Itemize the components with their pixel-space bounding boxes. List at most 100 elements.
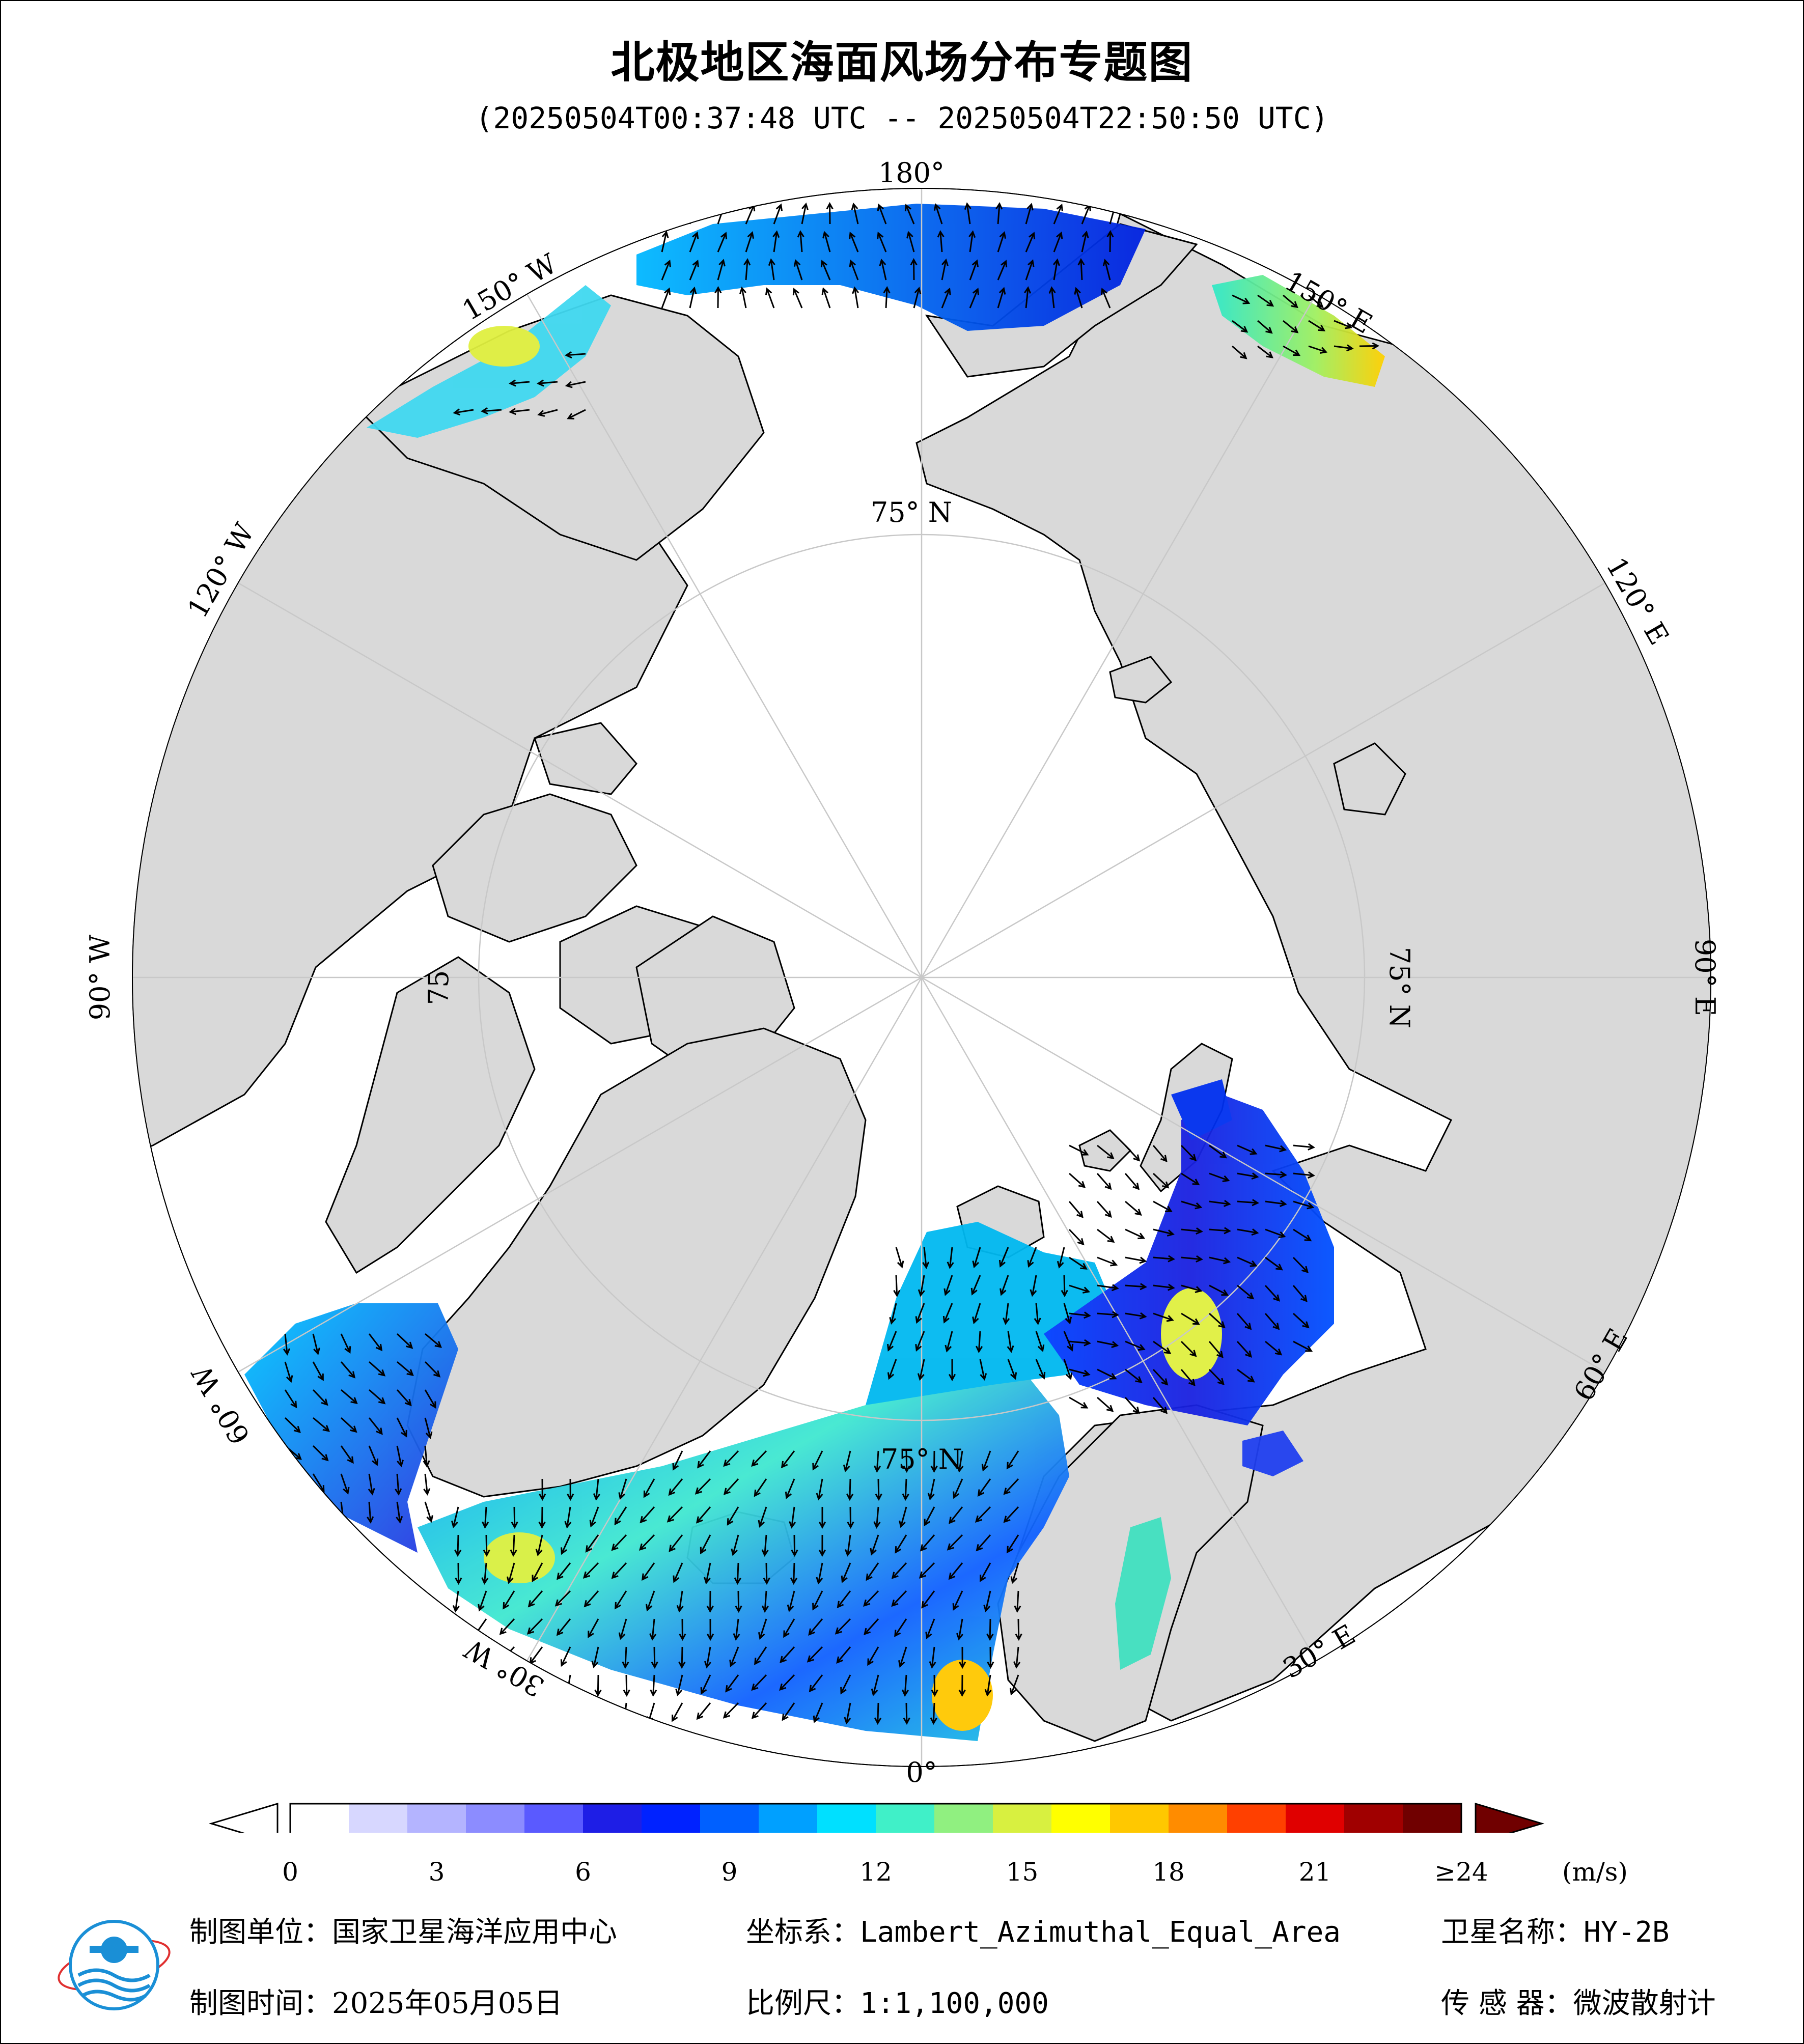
wind-arrow [567,1478,574,1501]
colorbar-segment [993,1804,1052,1833]
wind-arrow [733,1618,740,1641]
swath-high-wind-greenland-coast [484,1532,555,1583]
crs-label: 坐标系： [746,1916,860,1949]
wind-arrow [646,1590,655,1612]
wind-arrow [1097,1368,1117,1380]
wind-arrow [1152,1172,1170,1189]
wind-arrow [1153,1200,1173,1212]
wind-arrow [929,1646,936,1669]
wind-arrow [1237,1228,1259,1236]
wind-arrow [1152,1145,1168,1162]
wind-arrow [649,1618,657,1641]
map-boundary [132,188,1711,1767]
colorbar-tick-label: 18 [1152,1857,1185,1887]
wind-arrow [866,1562,879,1581]
wind-arrow [1015,1618,1022,1641]
wind-arrow [1053,204,1063,225]
wind-arrow [396,1501,403,1524]
wind-arrow [723,1450,739,1467]
graticule [132,188,1711,1767]
wind-arrow [675,1674,683,1696]
wind-arrow [1106,230,1114,253]
wind-arrow [284,1361,293,1383]
colorbar-segment [290,1804,349,1833]
wind-arrow [695,1478,711,1495]
wind-arrow [1125,1368,1143,1383]
wind-arrow [312,1389,328,1406]
colorbar-segment [407,1804,466,1833]
wind-arrow [1237,1144,1258,1155]
wind-arrow [1265,1144,1287,1153]
wind-arrow [846,1478,854,1501]
wind-arrow [1283,345,1301,356]
meridian-line [921,294,1317,978]
wind-arrow [1181,1284,1203,1293]
wind-arrow [688,202,696,225]
wind-arrow [1125,1340,1146,1351]
wind-arrow [816,1562,823,1585]
wind-arrow [751,1674,767,1691]
colorbar-tick-label: 12 [859,1857,892,1887]
wind-arrow [451,1506,459,1528]
wind-arrow [1125,1228,1146,1240]
wind-arrow [904,204,915,225]
wind-arrow [1209,1144,1227,1159]
wind-arrow [341,1389,358,1405]
wind-arrow [1063,1303,1072,1325]
wind-arrow [532,1562,543,1582]
wind-arrow [369,1389,386,1405]
wind-arrow [669,1534,683,1552]
lon-label-90e: 90° E [1689,939,1721,1016]
wind-arrow [1152,1368,1169,1386]
wind-arrow [657,202,665,225]
colorbar-segment [817,1804,876,1833]
wind-arrow [642,1562,655,1581]
wind-arrow [901,1674,909,1697]
wind-arrow [873,1450,881,1473]
wind-arrow [554,1590,571,1607]
lat-label-top: 75° N [871,496,952,528]
wind-arrow [1063,1359,1073,1380]
wind-arrow [902,1478,909,1501]
colorbar-segment [700,1804,759,1833]
wind-arrow [561,1534,571,1555]
wind-arrow [455,1562,462,1585]
wind-arrow [1025,259,1035,281]
wind-arrow [614,1506,627,1526]
wind-arrow [1097,1396,1114,1412]
wind-arrow [743,258,751,281]
lon-label-180: 180° [878,157,945,189]
wind-arrow [1125,1256,1147,1264]
wind-arrow [689,260,699,281]
wind-arrow [877,203,887,225]
wind-arrow [1180,1369,1196,1386]
wind-arrow [789,1506,796,1529]
wind-arrow [312,1445,329,1462]
wind-arrow [921,1590,935,1609]
wind-arrow [1209,1199,1231,1207]
wind-arrow [813,1702,823,1723]
wind-arrow [952,1590,963,1611]
wind-arrow [1069,1368,1091,1377]
wind-arrow [972,1247,981,1269]
wind-arrow [793,259,803,281]
wind-arrow [704,1646,711,1669]
satellite-info: 卫星名称：HY-2B [1441,1909,1670,1950]
wind-arrow [840,1674,851,1695]
wind-arrow [956,1450,964,1473]
wind-arrow [1006,1450,1019,1470]
meridian-line [921,976,1605,1373]
land-archipelago-2 [534,722,637,795]
producer-label: 制图单位： [189,1916,332,1949]
wind-arrow [284,1389,297,1409]
wind-arrow [1007,1359,1017,1380]
wind-arrow [975,1506,991,1523]
wind-arrow [1292,1285,1308,1302]
wind-arrow [471,1674,487,1692]
wind-arrow [1069,1396,1089,1409]
wind-arrow [849,259,859,281]
wind-arrow [1125,1200,1142,1216]
wind-arrow [1097,1284,1119,1292]
wind-arrow [1359,294,1378,304]
wind-arrow [895,1247,904,1269]
